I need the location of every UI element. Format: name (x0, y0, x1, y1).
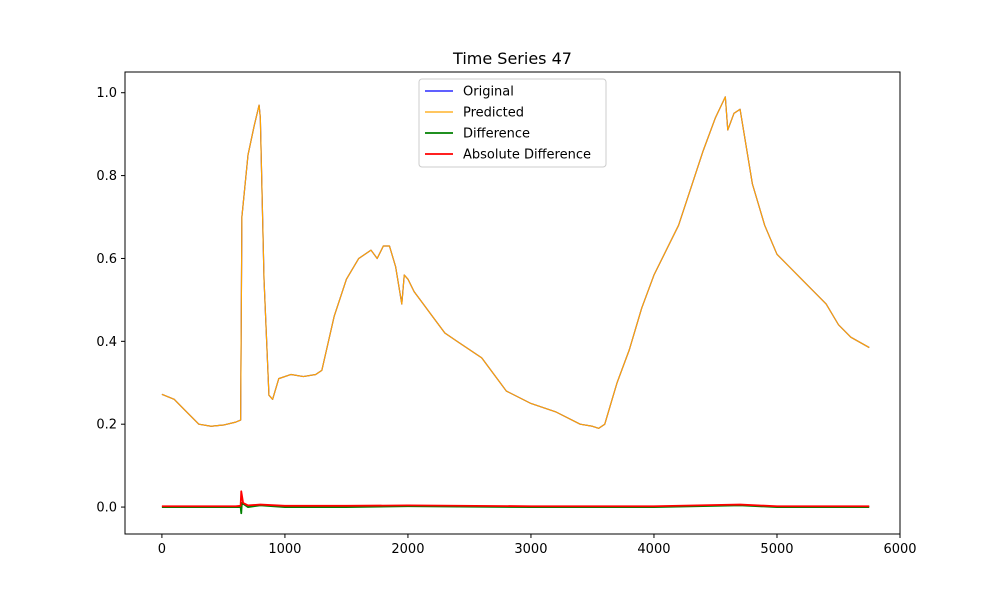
x-tick-label: 4000 (637, 542, 670, 557)
axes-frame (124, 71, 901, 535)
x-tick-label: 1000 (268, 542, 301, 557)
legend: Original Predicted Difference Absolute Diff… (418, 78, 607, 168)
legend-label: Absolute Difference (463, 148, 591, 163)
axes-layer: 0 1000 2000 3000 4000 5000 6000 0.0 0.2 0.4 0.6 0.8… (96, 71, 917, 557)
y-tick-label: 0.0 (96, 501, 117, 516)
x-tick-label: 5000 (760, 542, 793, 557)
series-line-predicted (161, 96, 870, 429)
x-tick-label: 6000 (883, 542, 916, 557)
x-tick-label: 2000 (391, 542, 424, 557)
x-tick-label: 3000 (514, 542, 547, 557)
chart-title: Time Series 47 (452, 49, 572, 68)
y-tick-label: 0.4 (96, 335, 117, 350)
y-tick-label: 1.0 (96, 86, 117, 101)
legend-box (418, 78, 607, 168)
y-tick-label: 0.6 (96, 252, 117, 267)
y-tick-label: 0.8 (96, 169, 117, 184)
series-line-absolute-difference (161, 490, 870, 508)
legend-label: Difference (463, 127, 530, 142)
y-tick-label: 0.2 (96, 418, 117, 433)
legend-label: Original (463, 85, 514, 100)
legend-label: Predicted (463, 106, 524, 121)
series-layer (161, 96, 870, 515)
x-tick-label: 0 (158, 542, 166, 557)
